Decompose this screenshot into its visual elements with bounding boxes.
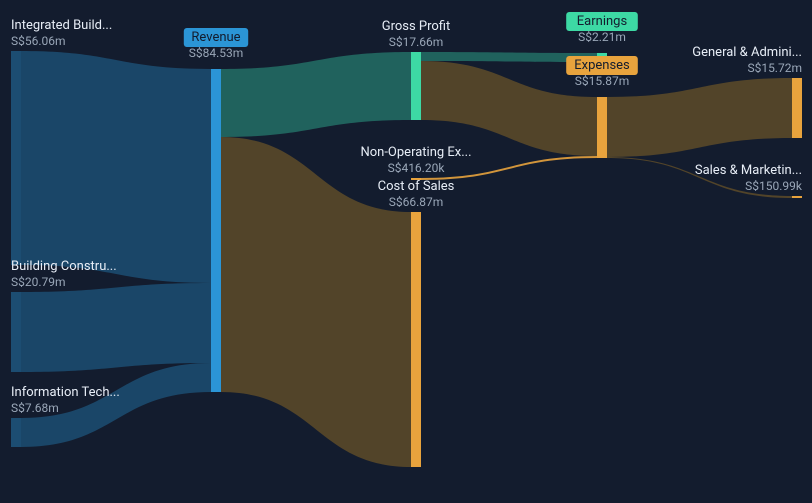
sankey-node-it[interactable]	[11, 418, 21, 447]
node-value-earn: S$2.21m	[578, 30, 626, 44]
sankey-chart: Integrated Build...S$56.06m Building Cons…	[0, 0, 812, 503]
sankey-node-bc[interactable]	[11, 292, 21, 372]
sankey-node-sm[interactable]	[792, 196, 802, 198]
node-label-ga: General & Admini...	[692, 45, 802, 60]
node-label-cos: Cost of Sales	[378, 179, 455, 194]
node-label-noe: Non-Operating Ex...	[360, 145, 471, 160]
sankey-node-gp[interactable]	[411, 52, 421, 120]
sankey-link[interactable]	[21, 283, 211, 372]
node-value-bc: S$20.79m	[11, 275, 66, 289]
node-label-earn: Earnings	[577, 14, 628, 29]
node-value-ib: S$56.06m	[11, 34, 66, 48]
node-label-it: Information Tech...	[11, 385, 120, 400]
node-label-ib: Integrated Build...	[11, 18, 112, 33]
sankey-links	[21, 51, 792, 467]
node-label-sm: Sales & Marketin...	[695, 163, 802, 178]
sankey-link[interactable]	[21, 51, 211, 283]
node-value-noe: S$416.20k	[388, 161, 446, 175]
node-value-exps: S$15.87m	[575, 74, 630, 88]
node-value-it: S$7.68m	[11, 401, 59, 415]
sankey-link[interactable]	[221, 52, 411, 137]
sankey-node-cos[interactable]	[411, 212, 421, 467]
node-value-sm: S$150.99k	[745, 179, 803, 193]
sankey-node-exps[interactable]	[597, 97, 607, 158]
node-value-gp: S$17.66m	[389, 35, 444, 49]
node-label-bc: Building Constru...	[11, 259, 117, 274]
node-value-rev: S$84.53m	[189, 46, 244, 60]
node-label-rev: Revenue	[191, 30, 240, 45]
sankey-node-rev[interactable]	[211, 69, 221, 392]
node-label-exps: Expenses	[574, 58, 630, 73]
sankey-link[interactable]	[607, 78, 792, 157]
node-value-cos: S$66.87m	[389, 195, 444, 209]
sankey-link[interactable]	[421, 61, 597, 156]
node-label-gp: Gross Profit	[382, 19, 451, 34]
sankey-node-ga[interactable]	[792, 78, 802, 138]
node-value-ga: S$15.72m	[747, 61, 802, 75]
sankey-node-ib[interactable]	[11, 51, 21, 265]
